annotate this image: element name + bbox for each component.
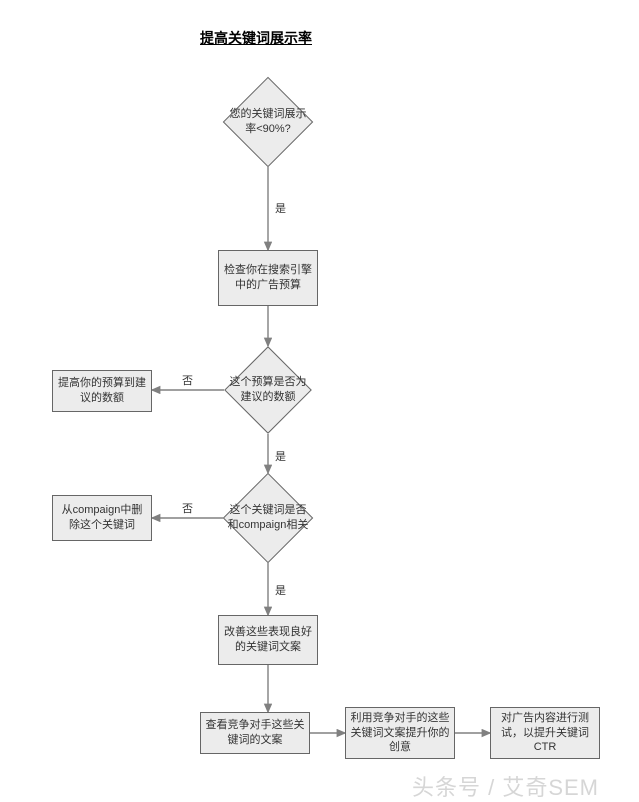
node-r1: 检查你在搜索引擎中的广告预算 [218,250,318,306]
edge-label-d1-r1: 是 [275,200,286,216]
edge-label-d3-r3: 否 [182,500,193,516]
node-r6: 利用竞争对手的这些关键词文案提升你的创意 [345,707,455,759]
node-r5: 查看竞争对手这些关键词的文案 [200,712,310,754]
node-d2: 这个预算是否为建议的数额 [237,359,299,421]
edge-label-d2-r2: 否 [182,372,193,388]
node-d1: 您的关键词展示率<90%? [236,90,300,154]
node-r7: 对广告内容进行测试，以提升关键词CTR [490,707,600,759]
edge-label-d3-r4: 是 [275,582,286,598]
node-d3: 这个关键词是否和compaign相关 [236,486,300,550]
node-r3: 从compaign中删除这个关键词 [52,495,152,541]
chart-title: 提高关键词展示率 [200,28,312,48]
node-r4: 改善这些表现良好的关键词文案 [218,615,318,665]
watermark-text: 头条号 / 艾奇SEM [412,770,599,802]
node-r2: 提高你的预算到建议的数额 [52,370,152,412]
edge-label-d2-d3: 是 [275,448,286,464]
